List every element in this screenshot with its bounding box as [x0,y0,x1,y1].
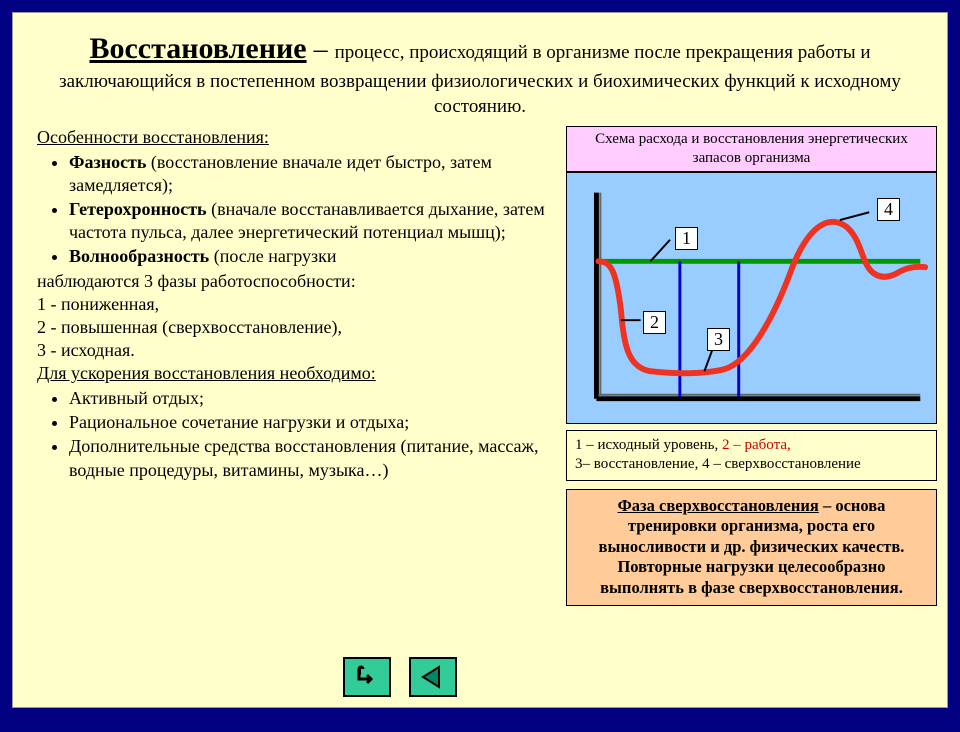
phase3: 3 - исходная. [37,339,560,362]
right-column: Схема расхода и восстановления энергетич… [566,126,937,606]
phases-intro: наблюдаются 3 фазы работоспособности: [37,270,560,293]
accel-item: Дополнительные средства восстановления (… [69,435,560,481]
nav-back-button[interactable] [409,657,457,697]
accel-item: Рациональное сочетание нагрузки и отдыха… [69,411,560,434]
chart-label-3: 3 [707,328,730,351]
phase-box: Фаза сверхвосстановления – основа тренир… [566,489,937,606]
accel-list: Активный отдых; Рациональное сочетание н… [37,387,560,481]
return-arrow-icon [353,665,381,689]
chart-label-4: 4 [877,198,900,221]
nav-icons [343,657,457,697]
features-heading: Особенности восстановления: [37,126,560,149]
phase1: 1 - пониженная, [37,293,560,316]
title-block: Восстановление – процесс, происходящий в… [13,13,947,126]
title-main: Восстановление [89,32,306,65]
chart-title: Схема расхода и восстановления энергетич… [566,126,937,172]
phase2: 2 - повышенная (сверхвосстановление), [37,316,560,339]
features-list: Фазность (восстановление вначале идет бы… [37,151,560,268]
nav-return-button[interactable] [343,657,391,697]
feature-item: Гетерохронность (вначале восстанавливает… [69,198,560,244]
accel-heading: Для ускорения восстановления необходимо: [37,362,560,385]
chart-label-2: 2 [643,311,666,334]
left-column: Особенности восстановления: Фазность (во… [37,126,560,606]
chart-label-1: 1 [675,227,698,250]
left-arrow-icon [419,665,447,689]
accel-item: Активный отдых; [69,387,560,410]
feature-item: Волнообразность (после нагрузки [69,245,560,268]
chart-legend: 1 – исходный уровень, 2 – работа, 3– вос… [566,430,937,481]
chart-box: 1 2 3 4 [566,172,937,424]
title-dash: – [307,34,335,65]
feature-item: Фазность (восстановление вначале идет бы… [69,151,560,197]
